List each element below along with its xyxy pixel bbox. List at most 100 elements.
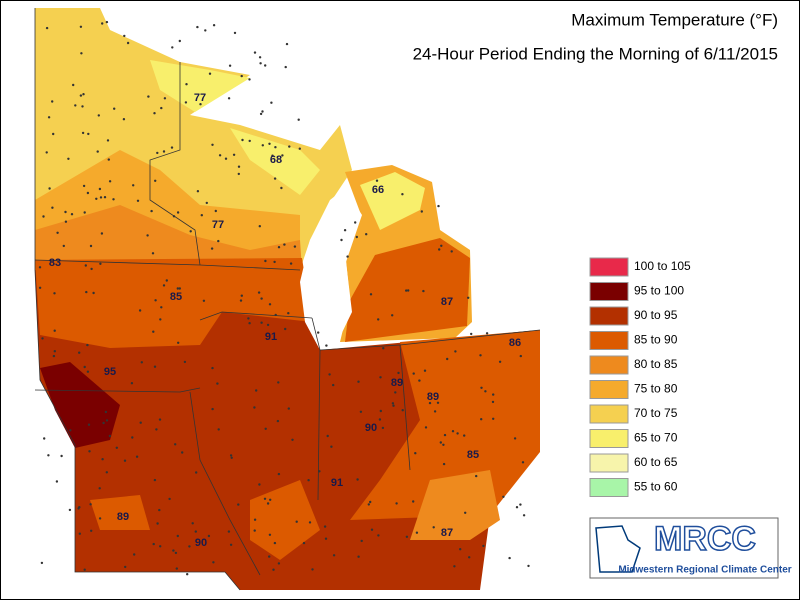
station-dot bbox=[232, 153, 236, 156]
station-dot bbox=[428, 401, 432, 405]
station-dot bbox=[475, 474, 478, 478]
station-dot bbox=[397, 371, 400, 375]
station-dot bbox=[274, 313, 277, 317]
station-dot bbox=[100, 232, 104, 235]
station-dot bbox=[89, 244, 93, 248]
station-dot bbox=[106, 139, 110, 142]
station-dot bbox=[284, 327, 287, 331]
station-dot bbox=[259, 62, 262, 65]
station-dot bbox=[346, 255, 349, 258]
station-dot bbox=[168, 497, 171, 501]
station-dot bbox=[239, 299, 243, 302]
station-dot bbox=[140, 361, 143, 364]
station-dot bbox=[80, 52, 83, 55]
station-dot bbox=[41, 337, 44, 340]
station-dot bbox=[160, 106, 163, 110]
station-dot bbox=[172, 549, 175, 552]
station-dot bbox=[420, 210, 423, 213]
station-dot bbox=[42, 215, 45, 218]
station-dot bbox=[240, 74, 243, 78]
map-value-label: 89 bbox=[117, 511, 129, 523]
station-dot bbox=[379, 409, 382, 413]
station-dot bbox=[79, 25, 83, 28]
map-value-label: 77 bbox=[212, 219, 224, 231]
station-dot bbox=[199, 103, 202, 106]
station-dot bbox=[211, 366, 214, 370]
station-dot bbox=[178, 287, 181, 290]
temperature-zone bbox=[360, 172, 425, 230]
state-border bbox=[149, 62, 201, 266]
map-value-label: 85 bbox=[170, 291, 182, 303]
station-dot bbox=[147, 95, 150, 98]
station-dot bbox=[464, 511, 467, 514]
station-dot bbox=[95, 197, 98, 200]
station-dot bbox=[38, 286, 42, 289]
station-dot bbox=[248, 78, 251, 81]
map-value-label: 87 bbox=[441, 296, 453, 308]
station-dot bbox=[56, 231, 59, 234]
station-dot bbox=[83, 365, 86, 369]
station-dot bbox=[101, 22, 104, 25]
temperature-zone bbox=[35, 205, 302, 270]
station-dot bbox=[307, 479, 310, 482]
station-dot bbox=[53, 292, 56, 295]
station-dot bbox=[45, 151, 48, 154]
station-dot bbox=[432, 526, 435, 529]
station-dot bbox=[407, 289, 410, 292]
legend-label: 100 to 105 bbox=[634, 259, 691, 273]
station-dot bbox=[153, 365, 157, 368]
station-dot bbox=[174, 551, 178, 555]
station-dot bbox=[107, 158, 111, 161]
station-dot bbox=[115, 446, 119, 449]
station-dot bbox=[233, 31, 237, 35]
station-dot bbox=[240, 294, 243, 297]
station-dot bbox=[211, 143, 214, 146]
station-dot bbox=[391, 314, 394, 317]
station-dot bbox=[112, 198, 115, 201]
logo-icon bbox=[595, 525, 641, 573]
station-dot bbox=[270, 101, 273, 104]
station-dot bbox=[97, 114, 101, 117]
station-dot bbox=[261, 144, 264, 147]
station-dot bbox=[259, 112, 263, 116]
station-dot bbox=[132, 184, 135, 187]
temperature-zone bbox=[150, 60, 250, 112]
station-dot bbox=[40, 561, 44, 565]
station-dot bbox=[194, 530, 197, 533]
station-dot bbox=[247, 317, 250, 320]
station-dot bbox=[90, 267, 93, 271]
station-dot bbox=[69, 429, 72, 432]
station-dot bbox=[268, 533, 272, 536]
station-dot bbox=[521, 461, 525, 464]
station-dot bbox=[492, 417, 495, 420]
station-dot bbox=[90, 529, 93, 532]
station-dot bbox=[48, 187, 51, 190]
station-dot bbox=[519, 354, 522, 358]
station-dot bbox=[176, 211, 180, 214]
station-dot bbox=[273, 177, 277, 180]
station-dot bbox=[241, 138, 244, 142]
station-dot bbox=[273, 260, 276, 264]
station-dot bbox=[297, 118, 300, 121]
station-dot bbox=[86, 191, 90, 195]
station-dot bbox=[253, 529, 256, 532]
station-dot bbox=[229, 454, 233, 457]
station-dot bbox=[287, 312, 290, 315]
station-dot bbox=[405, 535, 409, 538]
station-dot bbox=[326, 434, 329, 438]
station-dot bbox=[81, 105, 84, 108]
station-dot bbox=[354, 221, 357, 224]
station-dot bbox=[181, 451, 184, 454]
temperature-zone bbox=[40, 362, 120, 448]
station-dot bbox=[268, 142, 271, 145]
station-dot bbox=[139, 421, 142, 424]
station-dot bbox=[323, 525, 327, 528]
lake-michigan bbox=[300, 188, 362, 350]
station-dot bbox=[440, 244, 443, 247]
temperature-zone bbox=[410, 470, 500, 540]
station-dot bbox=[47, 454, 50, 457]
station-dot bbox=[302, 541, 306, 545]
station-dot bbox=[191, 522, 194, 525]
station-dot bbox=[188, 545, 191, 548]
legend-swatch bbox=[589, 355, 629, 375]
